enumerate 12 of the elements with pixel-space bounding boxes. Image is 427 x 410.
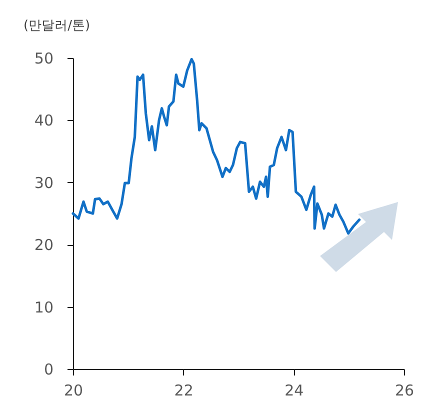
y-tick-label: 30 <box>34 174 54 192</box>
x-tick-label: 20 <box>64 382 84 400</box>
y-tick-label: 50 <box>34 50 54 68</box>
x-tick-label: 22 <box>174 382 194 400</box>
y-tick-label: 0 <box>44 360 54 378</box>
y-axis-title: (만달러/톤) <box>24 18 90 34</box>
x-tick-label: 26 <box>394 382 414 400</box>
y-tick-label: 10 <box>34 298 54 316</box>
line-series <box>72 58 361 235</box>
y-tick-label: 20 <box>34 236 54 254</box>
x-tick-label: 24 <box>284 382 304 400</box>
y-tick-label: 40 <box>34 112 54 130</box>
